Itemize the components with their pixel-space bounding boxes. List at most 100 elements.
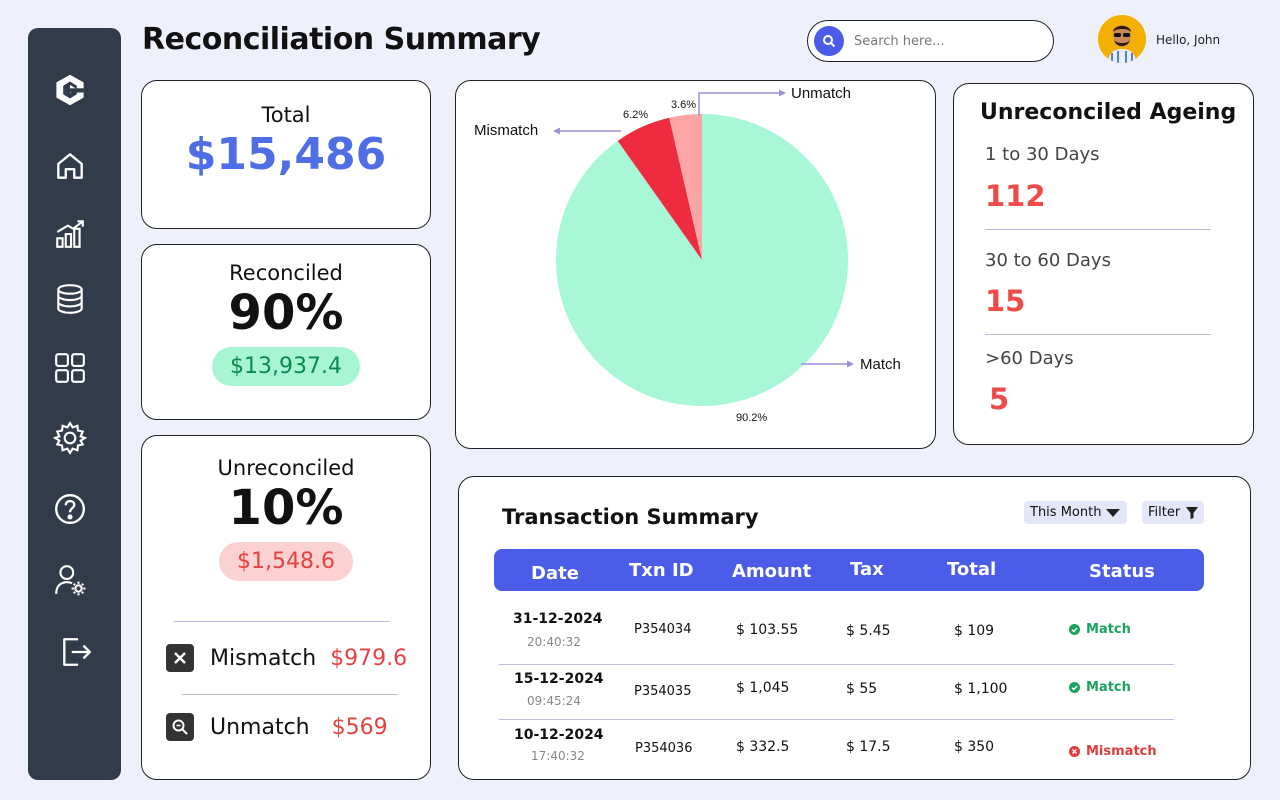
unreconciled-amount-badge: $1,548.6 [219,542,353,581]
table-header: Date Txn ID Amount Tax Total Status [494,549,1204,591]
status-badge: Match [1069,622,1131,637]
row-divider [499,719,1174,720]
txn-total: $ 350 [954,739,995,755]
search-icon [166,713,194,741]
match-arrowhead [847,360,854,368]
filter-icon [1186,506,1199,519]
period-dropdown[interactable]: This Month [1024,501,1128,524]
avatar[interactable] [1098,15,1146,63]
reconciled-percent: 90% [228,285,344,341]
unreconciled-label: Unreconciled [217,456,355,480]
pie-slice-match[interactable] [556,114,848,406]
total-value: $15,486 [185,129,387,180]
status-text: Mismatch [1086,744,1157,759]
column-header-amount[interactable]: Amount [732,561,812,582]
slice-pct-unmatch: 3.6% [671,99,696,111]
user-greeting: Hello, John [1156,33,1221,47]
unmatch-arrowhead [779,89,786,97]
txn-amount: $ 332.5 [736,739,790,755]
period-dropdown-label: This Month [1030,505,1102,520]
search-bar[interactable] [807,20,1054,62]
txn-date: 10-12-2024 [514,727,604,743]
filter-button[interactable]: Filter [1142,501,1205,524]
divider [985,229,1211,230]
txn-total: $ 1,100 [954,681,1008,697]
txn-id: P354034 [634,622,692,637]
unmatch-label: Unmatch [210,714,310,740]
filter-label: Filter [1148,505,1181,520]
txn-amount: $ 1,045 [736,680,790,696]
check-circle-icon [1069,624,1080,635]
page-title: Reconciliation Summary [142,22,541,57]
column-header-date[interactable]: Date [531,563,579,584]
txn-tax: $ 17.5 [846,739,891,755]
txn-time: 09:45:24 [527,694,581,708]
divider [174,621,390,622]
ageing-title: Unreconciled Ageing [980,100,1237,125]
help-icon[interactable] [50,489,90,529]
slice-pct-mismatch: 6.2% [623,109,648,121]
slice-pct-match: 90.2% [736,412,767,424]
unreconciled-percent: 10% [228,480,344,536]
pie-chart: Unmatch Match Mismatch 3.6% 6.2% 90.2% [474,85,901,424]
pie-slice-mismatch[interactable] [617,117,702,260]
close-icon [166,644,194,672]
home-icon[interactable] [50,146,90,186]
txn-total: $ 109 [954,623,995,639]
txn-tax: $ 55 [846,681,878,697]
divider [985,334,1211,335]
row-divider [499,664,1174,665]
unmatch-row[interactable]: Unmatch $569 [166,713,426,741]
unreconciled-card: Unreconciled 10% $1,548.6 Mismatch $979.… [141,435,431,780]
search-input[interactable] [854,33,1044,49]
pie-slice-unmatch[interactable] [669,114,702,260]
ageing-bucket-label: 30 to 60 Days [985,250,1111,271]
grid-icon[interactable] [50,348,90,388]
mismatch-value: $979.6 [330,645,408,671]
analytics-icon[interactable] [50,213,90,253]
x-circle-icon [1069,746,1080,757]
txn-id: P354036 [635,741,693,756]
status-badge: Mismatch [1069,744,1157,759]
logout-icon[interactable] [56,632,96,672]
total-card: Total $15,486 [141,80,431,229]
column-header-tax[interactable]: Tax [850,559,884,580]
txn-tax: $ 5.45 [846,623,891,639]
txn-date: 15-12-2024 [514,671,604,687]
slice-label-match: Match [860,356,901,373]
slice-label-mismatch: Mismatch [474,122,538,139]
reconciled-amount-badge: $13,937.4 [212,347,360,386]
status-text: Match [1086,622,1131,637]
column-header-total[interactable]: Total [947,559,997,580]
txn-amount: $ 103.55 [736,622,799,638]
status-badge: Match [1069,680,1131,695]
transaction-summary-title: Transaction Summary [502,505,759,529]
mismatch-label: Mismatch [210,645,317,671]
database-icon[interactable] [50,279,90,319]
mismatch-row[interactable]: Mismatch $979.6 [166,644,426,672]
txn-date: 31-12-2024 [513,611,603,627]
ageing-bucket-value: 15 [985,284,1026,318]
reconciled-label: Reconciled [229,261,343,285]
total-label: Total [261,103,311,127]
ageing-bucket-label: 1 to 30 Days [985,144,1100,165]
brand-logo-icon[interactable] [50,70,90,110]
reconciled-card: Reconciled 90% $13,937.4 [141,244,431,420]
mismatch-arrowhead [553,127,560,135]
slice-label-unmatch: Unmatch [791,85,851,102]
ageing-card: Unreconciled Ageing 1 to 30 Days 112 30 … [953,83,1254,445]
transaction-summary-card: Transaction Summary This Month Filter Da… [458,476,1251,780]
ageing-bucket-value: 5 [989,382,1010,416]
column-header-txn-id[interactable]: Txn ID [629,560,694,581]
txn-time: 17:40:32 [531,749,585,763]
user-settings-icon[interactable] [50,560,90,600]
unmatch-value: $569 [331,714,388,740]
column-header-status[interactable]: Status [1089,561,1155,582]
pie-chart-card: Unmatch Match Mismatch 3.6% 6.2% 90.2% [455,80,936,449]
unmatch-leader-line [698,92,781,116]
txn-id: P354035 [634,684,692,699]
status-text: Match [1086,680,1131,695]
chevron-down-icon [1106,508,1121,517]
search-icon[interactable] [814,26,844,56]
settings-icon[interactable] [50,418,90,458]
